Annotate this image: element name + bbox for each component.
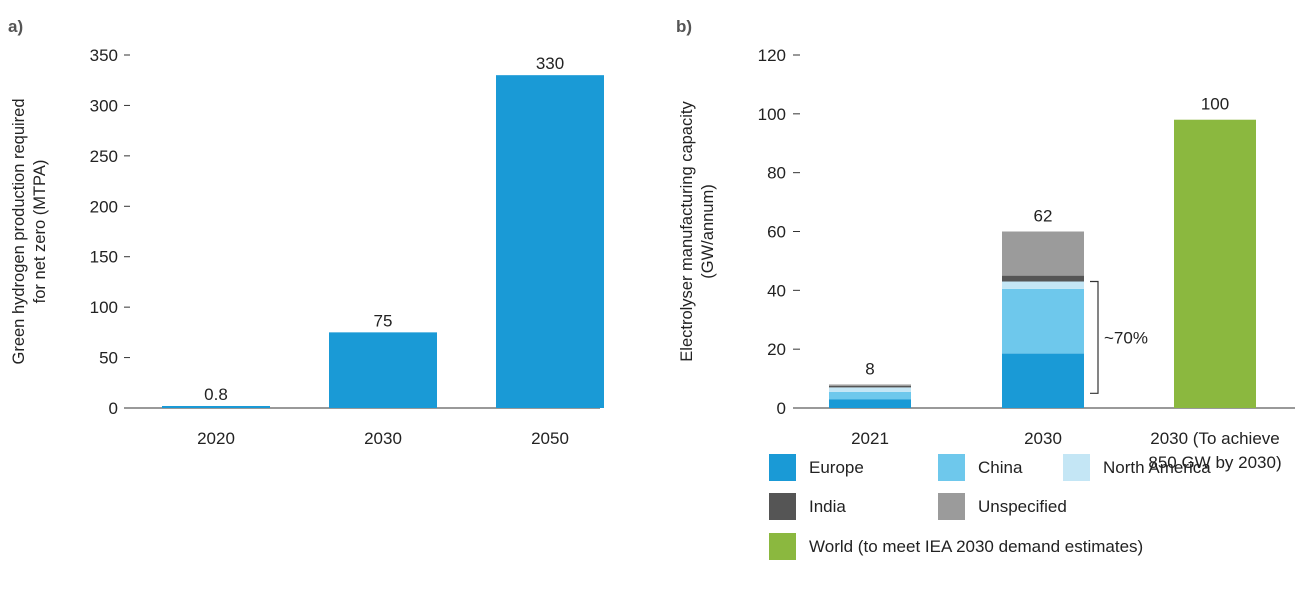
panel-b-y-axis-label-line: (GW/annum) bbox=[699, 184, 717, 278]
panel-a-y-tick-label: 250 bbox=[90, 147, 118, 166]
panel-b-y-tick-label: 60 bbox=[767, 223, 786, 242]
panel-b-y-axis-label-line: Electrolyser manufacturing capacity bbox=[678, 101, 696, 362]
legend-label: China bbox=[978, 458, 1023, 477]
panel-a-x-tick-label: 2020 bbox=[197, 429, 235, 448]
panel-a-y-tick-label: 300 bbox=[90, 96, 118, 115]
panel-b-y-axis-label: Electrolyser manufacturing capacity (GW/a… bbox=[678, 101, 717, 362]
panel-a-y-tick-label: 350 bbox=[90, 46, 118, 65]
panel-a-y-tick-label: 150 bbox=[90, 248, 118, 267]
panel-b-y-tick-label: 120 bbox=[758, 46, 786, 65]
panel-a-y-tick-label: 0 bbox=[109, 399, 118, 418]
panel-b-data-label: 100 bbox=[1201, 95, 1229, 114]
panel-a-y-tick-label: 50 bbox=[99, 349, 118, 368]
panel-a-y-axis-label-line: for net zero (MTPA) bbox=[31, 160, 49, 304]
panel-b-x-tick-label: 850 GW by 2030) bbox=[1148, 453, 1281, 472]
panel-b-bar-segment bbox=[1002, 353, 1084, 408]
panel-a-bar bbox=[329, 332, 437, 408]
legend-label: Europe bbox=[809, 458, 864, 477]
panel-b-bracket bbox=[1090, 280, 1099, 394]
panel-b-bar-segment bbox=[1002, 288, 1084, 354]
panel-a-data-label: 75 bbox=[374, 311, 393, 330]
panel-b-data-label: 8 bbox=[865, 359, 874, 378]
panel-b-bar-segment bbox=[1002, 231, 1084, 276]
panel-b-y-tick-label: 20 bbox=[767, 340, 786, 359]
legend-swatch bbox=[769, 533, 796, 560]
panel-a-y-axis-label: Green hydrogen production required for ne… bbox=[10, 98, 49, 364]
panel-b-bar-segment bbox=[829, 384, 911, 386]
panel-b-y-tick-label: 100 bbox=[758, 105, 786, 124]
legend-swatch bbox=[1063, 454, 1090, 481]
panel-b-bracket-label: ~70% bbox=[1104, 328, 1148, 347]
panel-a-y-axis-label-line: Green hydrogen production required bbox=[10, 98, 28, 364]
panel-b-bar-segment bbox=[1174, 119, 1256, 408]
panel-b-bar-segment bbox=[829, 385, 911, 388]
panel-a-x-tick-label: 2050 bbox=[531, 429, 569, 448]
legend-label: World (to meet IEA 2030 demand estimates… bbox=[809, 537, 1143, 556]
panel-b-label: b) bbox=[676, 17, 692, 36]
legend-label: India bbox=[809, 497, 846, 516]
panel-b-bar-segment bbox=[829, 391, 911, 400]
legend-swatch bbox=[938, 493, 965, 520]
legend-swatch bbox=[938, 454, 965, 481]
panel-b-x-tick-label: 2030 (To achieve bbox=[1150, 429, 1279, 448]
panel-b-x-tick-label: 2030 bbox=[1024, 429, 1062, 448]
panel-b-y-tick-label: 40 bbox=[767, 281, 786, 300]
panel-b-bar-segment bbox=[1002, 275, 1084, 282]
panel-b-bar-segment bbox=[829, 399, 911, 408]
legend-swatch bbox=[769, 493, 796, 520]
panel-b-bar-segment bbox=[829, 387, 911, 392]
panel-a-data-label: 330 bbox=[536, 54, 564, 73]
panel-b-data-label: 62 bbox=[1034, 207, 1053, 226]
panel-b-y-tick-label: 0 bbox=[777, 399, 786, 418]
panel-a-label: a) bbox=[8, 17, 23, 36]
legend-label: North America bbox=[1103, 458, 1211, 477]
panel-a-bar bbox=[162, 406, 270, 408]
panel-a-bar bbox=[496, 75, 604, 409]
panel-b-x-tick-label: 2021 bbox=[851, 429, 889, 448]
panel-a-y-tick-label: 100 bbox=[90, 298, 118, 317]
panel-b-bar-segment bbox=[1002, 281, 1084, 289]
panel-a-y-tick-label: 200 bbox=[90, 197, 118, 216]
legend-swatch bbox=[769, 454, 796, 481]
legend-label: Unspecified bbox=[978, 497, 1067, 516]
panel-a-data-label: 0.8 bbox=[204, 385, 228, 404]
panel-b-y-tick-label: 80 bbox=[767, 164, 786, 183]
panel-a-x-tick-label: 2030 bbox=[364, 429, 402, 448]
